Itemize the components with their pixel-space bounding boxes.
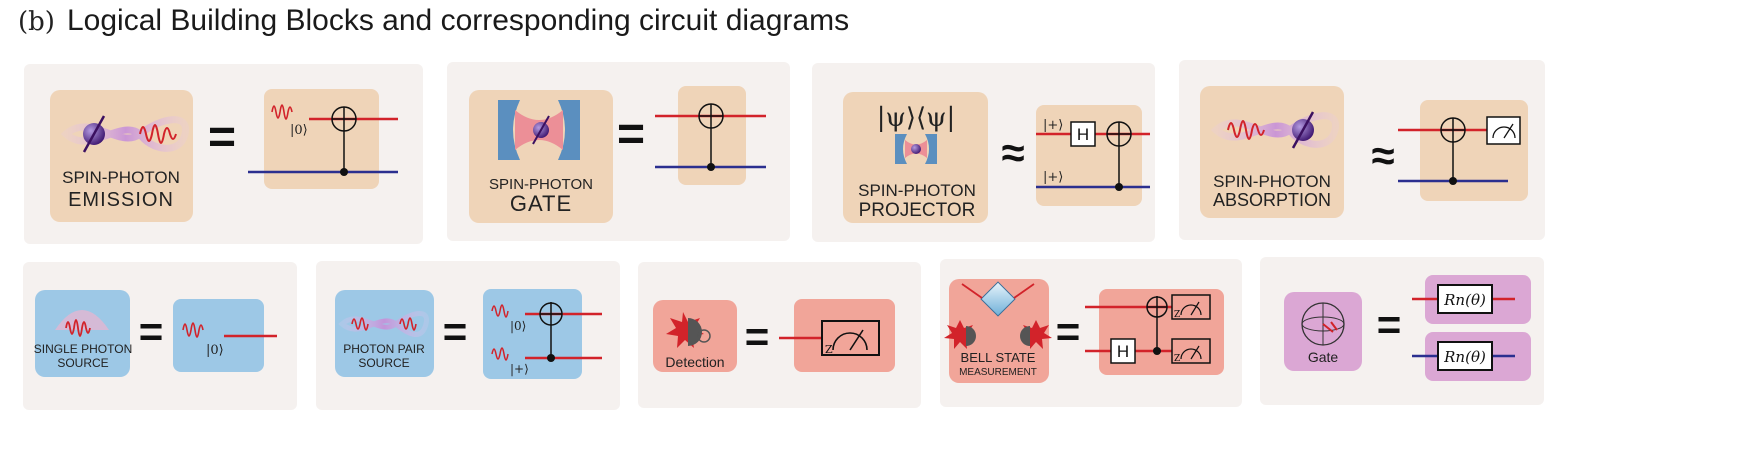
panel-photon-pair-source: PHOTON PAIR SOURCE = |0⟩ |+⟩ (316, 261, 620, 410)
rotation-label-bottom: Rn(θ) (1443, 348, 1486, 366)
emission-line1: SPIN-PHOTON (62, 168, 180, 187)
single-source-line2: SOURCE (57, 356, 108, 370)
single-source-icon-box (35, 290, 130, 377)
pair-source-icon-box (335, 290, 434, 377)
rotation-gate-bottom (1437, 341, 1493, 371)
projector-label: |ψ⟩⟨ψ| (877, 103, 956, 133)
projector-ket-top: |+⟩ (1043, 118, 1063, 133)
absorption-circuit-box (1420, 100, 1528, 201)
projector-icon-box (843, 92, 988, 223)
absorption-line2: ABSORPTION (1213, 190, 1331, 210)
cnot-control (547, 354, 555, 362)
gate-box-label: Gate (1308, 349, 1339, 365)
panel-bell-state-measurement: BELL STATE MEASUREMENT = H Z Z (940, 259, 1242, 407)
projector-line2: PROJECTOR (859, 200, 976, 221)
photon-wave-icon (271, 104, 293, 120)
pair-source-ket-top: |0⟩ (510, 319, 526, 333)
pair-source-line1: PHOTON PAIR (343, 342, 425, 356)
rotation-gate-top (1437, 284, 1493, 314)
gate-circuit-box (678, 86, 746, 185)
detector-icon (966, 326, 976, 346)
emission-circuit-box (264, 89, 379, 189)
single-source-line1: SINGLE PHOTON (34, 342, 132, 356)
emission-cone-icon (55, 310, 109, 330)
measurement-meter-icon (1486, 116, 1521, 145)
gate-relation: = (617, 108, 645, 161)
photon-wave-icon (139, 124, 177, 144)
cnot-control (1153, 347, 1161, 355)
bsm-relation: = (1056, 308, 1081, 355)
hadamard-label: H (1077, 125, 1089, 144)
pair-source-circuit-box (483, 289, 582, 379)
pair-source-line2: SOURCE (358, 356, 409, 370)
detector-icon (1020, 326, 1030, 346)
emission-relation: = (208, 111, 236, 164)
bsm-hadamard-label: H (1117, 342, 1129, 361)
panel-spin-photon-projector: |ψ⟩⟨ψ| SPIN-PHOTON PROJECTOR ≈ |+⟩ |+⟩ H (812, 63, 1155, 242)
projector-circuit-box (1036, 105, 1142, 206)
cavity-mirror-icon (925, 134, 937, 164)
emission-ket: |0⟩ (290, 123, 308, 138)
photon-loop-icon (1210, 112, 1339, 148)
photon-loop-icon (338, 311, 430, 337)
detection-label: Detection (665, 354, 724, 370)
single-source-ket: |0⟩ (206, 343, 224, 358)
projector-ket-bottom: |+⟩ (1043, 170, 1063, 185)
cnot-control (340, 168, 348, 176)
cnot-control (707, 163, 715, 171)
measurement-meter-icon (821, 320, 880, 356)
measurement-meter-icon (1171, 294, 1211, 320)
hadamard-box (1070, 121, 1096, 147)
rotation-arrow-icon (1322, 321, 1338, 333)
photon-wave-icon (351, 317, 369, 331)
rotation-label-top: Rn(θ) (1443, 291, 1486, 309)
cavity-mirror-icon (498, 100, 520, 160)
photon-wave-icon (1227, 120, 1265, 140)
cnot-control (1115, 183, 1123, 191)
photon-wave-icon (399, 317, 417, 331)
gate-line1: SPIN-PHOTON (489, 176, 593, 193)
panel-single-photon-source: SINGLE PHOTON SOURCE = |0⟩ (23, 262, 297, 410)
photon-wave-icon (182, 322, 204, 338)
projector-relation: ≈ (1001, 129, 1024, 176)
gate-line2: GATE (510, 191, 572, 216)
panel-spin-photon-gate: SPIN-PHOTON GATE = (447, 62, 790, 241)
cnot-control (1449, 177, 1457, 185)
photon-wave-icon (65, 319, 91, 337)
absorption-relation: ≈ (1371, 132, 1394, 179)
spin-arrow-icon (82, 115, 106, 153)
beam-splitter-icon (980, 281, 1016, 317)
detection-circuit-box (794, 299, 895, 372)
projector-line1: SPIN-PHOTON (858, 181, 976, 200)
bsm-axis-bottom: Z (1174, 354, 1180, 364)
emission-line2: EMISSION (68, 189, 174, 211)
photon-wave-icon (491, 347, 509, 361)
cavity-mirror-icon (558, 100, 580, 160)
panel-spin-photon-emission: SPIN-PHOTON EMISSION = |0⟩ (24, 64, 423, 244)
bsm-icon-box (949, 279, 1049, 383)
single-source-relation: = (139, 308, 164, 355)
figure-label: (b) (18, 7, 55, 37)
photon-wave-icon (491, 304, 509, 318)
bsm-line1: BELL STATE (961, 350, 1036, 365)
detection-axis: Z (825, 343, 833, 356)
cavity-mirror-icon (895, 134, 907, 164)
panel-detection: Detection = Z (638, 262, 921, 408)
pair-source-ket-bottom: |+⟩ (510, 362, 529, 376)
pair-source-relation: = (443, 308, 468, 355)
bsm-line2: MEASUREMENT (959, 367, 1037, 378)
panel-spin-photon-absorption: SPIN-PHOTON ABSORPTION ≈ (1179, 60, 1545, 240)
single-source-circuit-box (173, 299, 264, 372)
hadamard-box (1110, 338, 1136, 364)
spin-sphere-icon (911, 144, 921, 154)
measurement-meter-icon (1171, 338, 1211, 364)
figure-title: Logical Building Blocks and correspondin… (67, 4, 849, 37)
bsm-axis-top: Z (1174, 310, 1180, 320)
panel-gate: Gate = Rn(θ) Rn(θ) (1260, 257, 1544, 405)
detection-relation: = (745, 313, 770, 360)
gate-box-relation: = (1377, 301, 1402, 348)
photon-loop-icon (60, 116, 189, 152)
absorption-line1: SPIN-PHOTON (1213, 172, 1331, 191)
